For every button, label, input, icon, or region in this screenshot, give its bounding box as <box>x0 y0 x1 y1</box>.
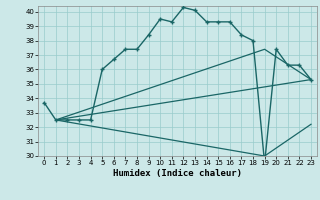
X-axis label: Humidex (Indice chaleur): Humidex (Indice chaleur) <box>113 169 242 178</box>
